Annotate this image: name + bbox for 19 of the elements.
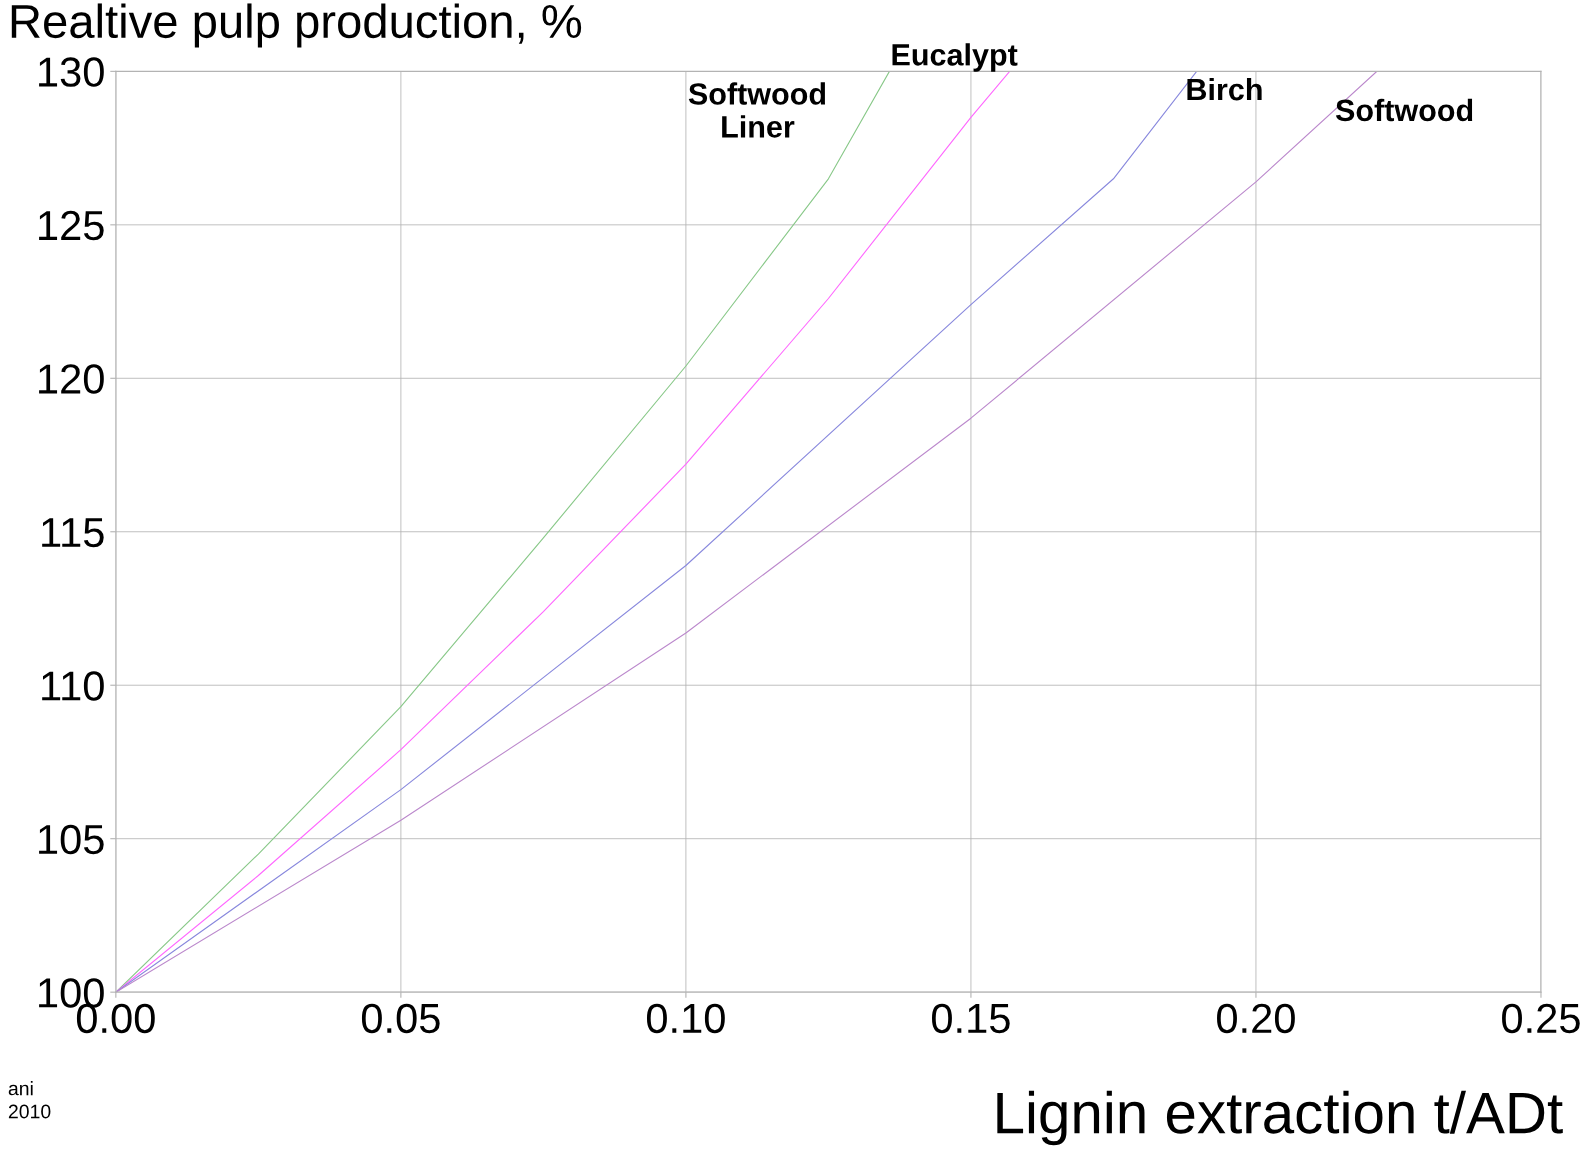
y-tick-label: 120: [39, 364, 104, 394]
series-label: Birch: [1187, 77, 1262, 101]
series-label: Softwood: [1335, 98, 1473, 122]
text: 2010: [8, 1104, 51, 1119]
x-tick-label: 0.05: [361, 1003, 440, 1034]
y-tick-label: 105: [39, 824, 104, 855]
y-tick-label: 115: [42, 518, 104, 548]
y-tick-label: 125: [39, 210, 104, 241]
series-label: Eucalypt: [892, 43, 1018, 72]
y-tick-label: 130: [39, 57, 104, 87]
x-tick-label: 0.10: [646, 1003, 725, 1034]
y-tick-label: 110: [42, 671, 104, 701]
series-label: Softwood Liner: [688, 82, 826, 138]
text: ani: [8, 1081, 33, 1096]
x-tick-label: 0.25: [1502, 1003, 1580, 1034]
x-tick-label: 0.15: [932, 1003, 1010, 1034]
x-axis-title: Lignin extraction t/ADt: [997, 1090, 1563, 1146]
x-tick-label: 0.20: [1217, 1003, 1295, 1034]
y-axis-title: Realtive pulp production, %: [11, 3, 582, 48]
